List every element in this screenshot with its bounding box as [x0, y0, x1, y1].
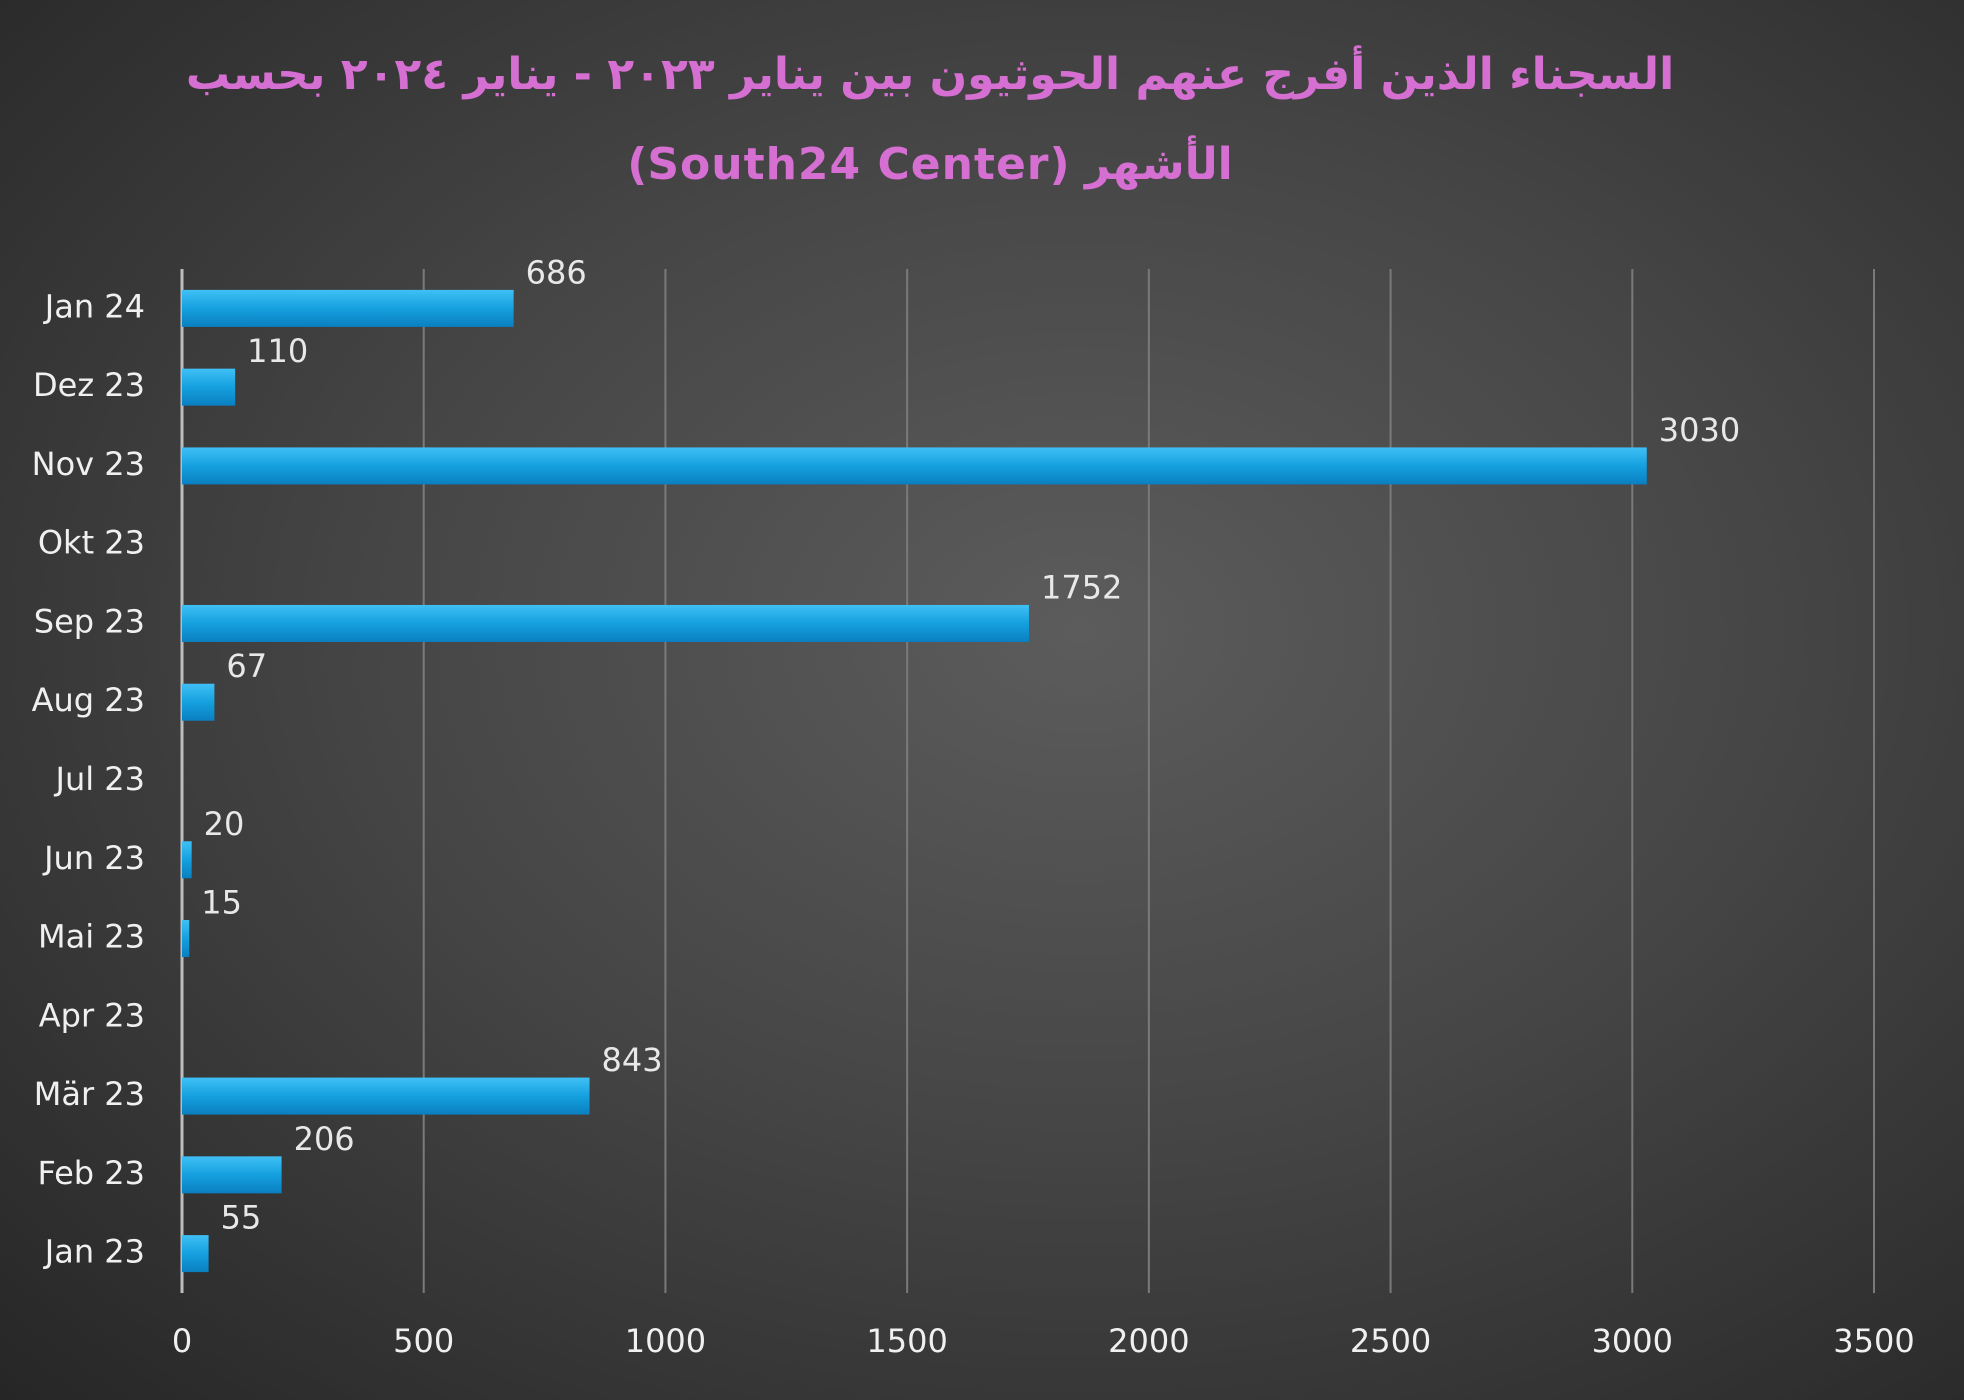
bar: [182, 447, 1647, 485]
value-label: 55: [221, 1199, 262, 1237]
value-label: 686: [526, 253, 587, 291]
bar: [182, 1156, 282, 1194]
bar: [182, 1235, 209, 1273]
x-tick-label: 0: [172, 1322, 192, 1360]
bar: [182, 1077, 590, 1115]
bar: [182, 841, 192, 879]
value-label: 20: [204, 805, 245, 843]
x-tick-label: 2000: [1108, 1322, 1189, 1360]
y-tick-label: Aug 23: [32, 681, 145, 719]
bar: [182, 289, 514, 327]
y-tick-label: Sep 23: [34, 602, 145, 640]
x-tick-label: 1000: [625, 1322, 706, 1360]
bar: [182, 368, 236, 406]
x-tick-label: 500: [393, 1322, 454, 1360]
x-tick-label: 2500: [1350, 1322, 1431, 1360]
y-tick-label: Jul 23: [54, 760, 146, 798]
x-tick-label: 3000: [1592, 1322, 1673, 1360]
bar: [182, 683, 215, 721]
value-label: 843: [602, 1041, 663, 1079]
bar: [182, 920, 190, 958]
y-tick-label: Okt 23: [38, 524, 145, 562]
value-label: 67: [226, 647, 267, 685]
x-tick-label: 3500: [1833, 1322, 1914, 1360]
y-tick-label: Nov 23: [32, 445, 145, 483]
value-label: 1752: [1041, 568, 1122, 606]
y-tick-label: Jun 23: [42, 839, 145, 877]
y-tick-label: Mai 23: [38, 918, 145, 956]
y-tick-label: Jan 24: [43, 287, 145, 325]
value-label: 206: [294, 1120, 355, 1158]
y-tick-label: Apr 23: [39, 996, 145, 1034]
bar: [182, 604, 1029, 642]
value-label: 3030: [1659, 411, 1740, 449]
y-tick-label: Feb 23: [37, 1154, 145, 1192]
chart-title: السجناء الذين أفرج عنهم الحوثيون بين ينا…: [185, 49, 1675, 190]
y-tick-label: Jan 23: [43, 1233, 145, 1271]
y-tick-label: Mär 23: [34, 1075, 145, 1113]
y-tick-label: Dez 23: [33, 366, 145, 404]
value-label: 110: [247, 332, 308, 370]
value-label: 15: [201, 884, 242, 922]
x-tick-label: 1500: [866, 1322, 947, 1360]
